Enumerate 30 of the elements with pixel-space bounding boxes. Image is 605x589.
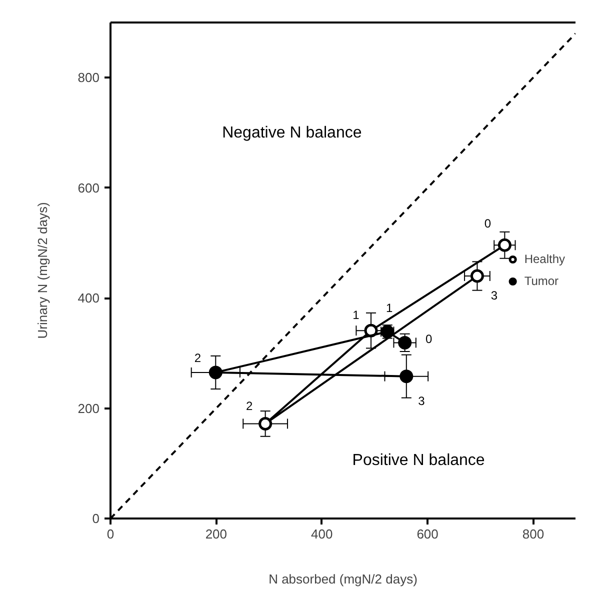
annotation: 0 (484, 216, 492, 231)
annotation: 1 (352, 308, 360, 322)
y-tick-label: 400 (78, 290, 100, 306)
annotation: Positive N balance (352, 452, 485, 469)
y-tick-label: 200 (78, 400, 100, 416)
annotation: 2 (194, 350, 202, 365)
legend-label: Healthy (524, 252, 565, 266)
x-tick-label: 400 (311, 526, 333, 542)
point (398, 336, 412, 350)
point (258, 416, 272, 430)
annotation: 2 (246, 399, 253, 414)
annotation: Negative N balance (222, 124, 362, 142)
x-tick-label: 600 (416, 526, 438, 542)
y-axis-title: Urinary N (mgN/2 days) (34, 202, 50, 339)
legend-label: Tumor (524, 274, 559, 288)
annotation: 1 (386, 301, 394, 316)
x-tick-label: 800 (522, 526, 544, 542)
annotation: 3 (418, 394, 426, 408)
x-tick-label: 0 (106, 526, 114, 542)
point (498, 238, 512, 252)
x-axis-title: N absorbed (mgN/2 days) (268, 572, 418, 586)
point (470, 269, 484, 283)
annotation: 0 (425, 332, 432, 346)
point (208, 366, 222, 380)
x-tick-label: 200 (205, 526, 228, 542)
y-tick-label: 800 (78, 70, 100, 86)
annotation: 3 (490, 288, 498, 303)
y-tick-label: 0 (92, 511, 100, 526)
point (400, 370, 414, 384)
y-tick-label: 600 (78, 180, 100, 196)
